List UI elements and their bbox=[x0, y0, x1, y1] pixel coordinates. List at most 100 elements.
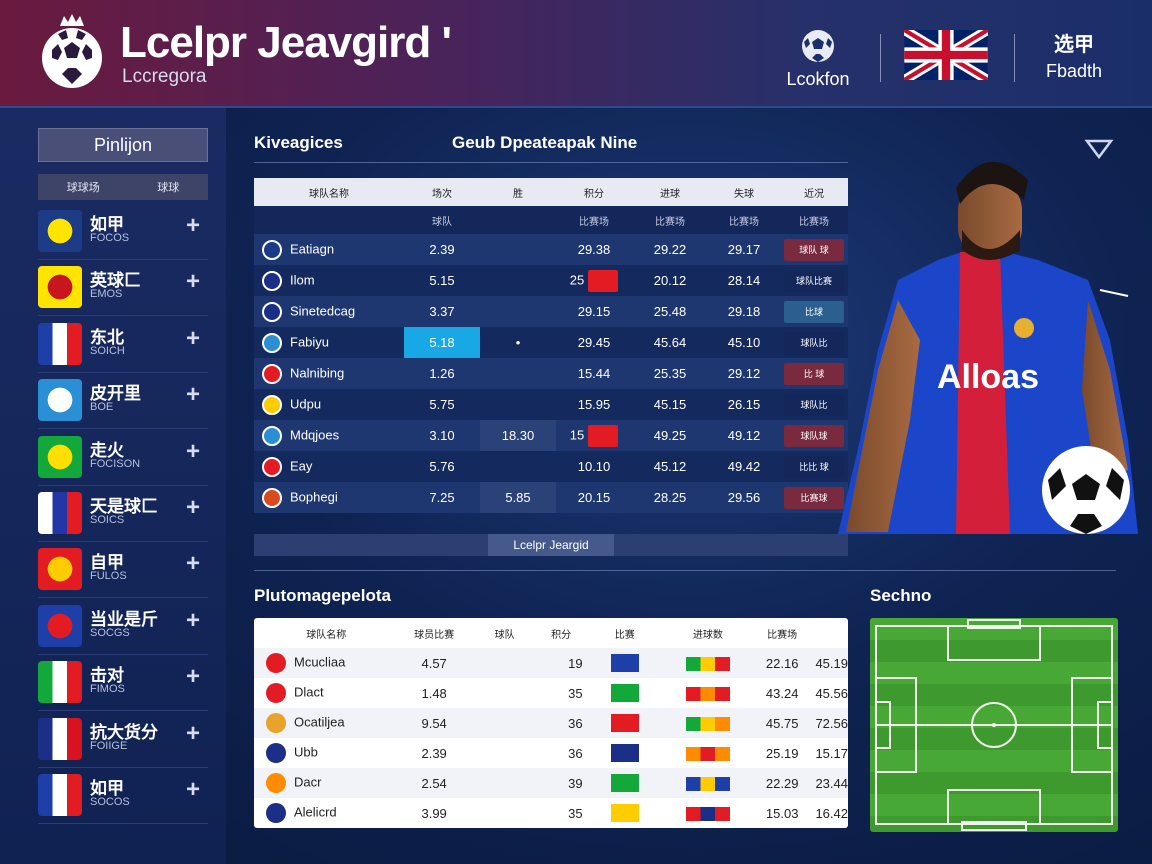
collapse-triangle-icon[interactable] bbox=[1084, 138, 1114, 160]
value-cell: 49.42 bbox=[727, 459, 761, 474]
value-cell bbox=[470, 708, 540, 738]
language-flag-button[interactable] bbox=[901, 25, 991, 85]
table-row[interactable]: Mcucliaa 4.57 19 22.16 45.19 bbox=[254, 648, 848, 678]
table-row[interactable]: Dacr 2.54 39 22.29 23.44 bbox=[254, 768, 848, 798]
value-text: 15 bbox=[569, 426, 585, 442]
sub-header: 比赛场 bbox=[780, 206, 848, 234]
add-team-icon[interactable]: + bbox=[185, 663, 200, 691]
table-row[interactable]: Nalnibing 1.26 15.44 25.35 29.12 比 球 bbox=[254, 358, 848, 389]
team-row[interactable]: 击对 FIMOS + bbox=[38, 655, 208, 712]
team-row[interactable]: 抗大货分 FOIIGE + bbox=[38, 712, 208, 768]
team-row[interactable]: 自甲 FULOS + bbox=[38, 542, 208, 599]
team-code: FULOS bbox=[90, 570, 127, 583]
mini-flag-icon bbox=[588, 424, 619, 447]
add-team-icon[interactable]: + bbox=[185, 212, 200, 239]
value-cell: 45.64 bbox=[653, 335, 687, 350]
add-team-icon[interactable]: + bbox=[185, 776, 200, 803]
table-row[interactable]: Ubb 2.39 36 25.19 15.17 bbox=[254, 738, 848, 768]
lookfan-label: Lcokfon bbox=[786, 69, 850, 89]
form-badge: 比比 球 bbox=[784, 455, 844, 478]
team-flag-icon bbox=[38, 717, 82, 760]
column-header[interactable]: 失球 bbox=[734, 188, 754, 200]
value-cell: 43.24 bbox=[765, 685, 799, 701]
column-header[interactable]: 比赛场 bbox=[767, 629, 798, 641]
add-team-icon[interactable]: + bbox=[185, 550, 200, 578]
team-code: SOICH bbox=[90, 344, 125, 357]
league-button[interactable]: Lcelpr Jeargid bbox=[488, 534, 614, 556]
add-team-icon[interactable]: + bbox=[185, 324, 200, 352]
table-row[interactable]: Eatiagn 2.39 29.38 29.22 29.17 球队 球 bbox=[254, 234, 848, 265]
lookfan-button[interactable]: Lcokfon bbox=[780, 28, 856, 90]
flag-cell bbox=[667, 738, 749, 768]
add-team-icon[interactable]: + bbox=[185, 606, 200, 634]
column-header[interactable]: 球队 bbox=[494, 629, 515, 641]
column-header[interactable]: 进球 bbox=[660, 188, 680, 200]
add-team-icon[interactable]: + bbox=[185, 494, 200, 521]
club-name: Bophegi bbox=[290, 488, 338, 504]
club-crest-icon bbox=[262, 332, 282, 353]
league-bar: Lcelpr Jeargid bbox=[254, 534, 848, 556]
position-button[interactable]: Pinlijon bbox=[38, 128, 208, 162]
column-header[interactable]: 进球数 bbox=[692, 629, 723, 641]
table-row[interactable]: Alelicrd 3.99 35 15.03 16.42 bbox=[254, 798, 848, 828]
table-row[interactable]: Sinetedcag 3.37 29.15 25.48 29.18 比球 bbox=[254, 296, 848, 327]
value-cell: 25.48 bbox=[653, 304, 687, 319]
column-header[interactable]: 积分 bbox=[551, 629, 572, 641]
team-row[interactable]: 东北 SOICH + bbox=[38, 317, 208, 373]
value-cell bbox=[480, 358, 556, 389]
table-row[interactable]: Ocatiljea 9.54 36 45.75 72.56 bbox=[254, 708, 848, 738]
team-row[interactable]: 天是球匚 SOICS + bbox=[38, 486, 208, 542]
club-cell: Ilom bbox=[254, 265, 404, 296]
column-header[interactable]: 比赛 bbox=[614, 629, 635, 641]
league-logo-icon[interactable] bbox=[38, 12, 106, 90]
stats-table: 球队名称 球员比赛 球队 积分 比赛 进球数 比赛场 Mcucliaa 4.57 1… bbox=[254, 618, 848, 828]
team-row[interactable]: 英球匚 EMOS + bbox=[38, 260, 208, 317]
value-cell: 28.14 bbox=[727, 273, 761, 288]
column-header[interactable]: 积分 bbox=[584, 188, 604, 200]
table-row[interactable]: Udpu 5.75 15.95 45.15 26.15 球队比 bbox=[254, 389, 848, 420]
column-header[interactable]: 近况 bbox=[804, 188, 824, 200]
table-row[interactable]: Dlact 1.48 35 43.24 45.56 bbox=[254, 678, 848, 708]
value-cell bbox=[480, 389, 556, 420]
form-badge: 球队 球 bbox=[784, 238, 844, 261]
column-header[interactable]: 球队名称 bbox=[309, 188, 349, 200]
club-name: Eay bbox=[290, 457, 313, 473]
form-cell: 比 球 bbox=[780, 358, 848, 389]
football-menu-button[interactable]: 选甲 Fbadth bbox=[1036, 28, 1112, 82]
team-name: 英球匚 bbox=[90, 271, 141, 291]
app-title: Lcelpr Jeavgird ' bbox=[120, 18, 452, 67]
language-label: 选甲 bbox=[1054, 34, 1094, 56]
table-row[interactable]: Mdqjoes 3.10 18.30 15 49.25 49.12 球队球 bbox=[254, 420, 848, 451]
add-team-icon[interactable]: + bbox=[185, 437, 200, 465]
football-pitch[interactable] bbox=[870, 618, 1118, 832]
tab-standings[interactable]: Geub Dpeateapak Nine bbox=[452, 133, 638, 152]
column-header[interactable]: 场次 bbox=[432, 188, 452, 200]
table-row[interactable]: Ilom 5.15 25 20.12 28.14 球队比赛 bbox=[254, 265, 848, 296]
team-code: SOCGS bbox=[90, 626, 130, 639]
team-row[interactable]: 如甲 FOCOS + bbox=[38, 204, 208, 260]
club-name: Eatiagn bbox=[290, 240, 335, 256]
club-name: Dlact bbox=[294, 684, 324, 700]
team-row[interactable]: 走火 FOCISON + bbox=[38, 430, 208, 486]
table-row[interactable]: Fabiyu 5.18 • 29.45 45.64 45.10 球队比 bbox=[254, 327, 848, 358]
value-cell: 29.18 bbox=[727, 304, 761, 319]
value-cell bbox=[470, 768, 540, 798]
column-header[interactable]: 球员比赛 bbox=[414, 629, 455, 641]
team-row[interactable]: 皮开里 BOE + bbox=[38, 373, 208, 430]
table-row[interactable]: Bophegi 7.25 5.85 20.15 28.25 29.56 比赛球 bbox=[254, 482, 848, 513]
value-cell bbox=[470, 738, 540, 768]
add-team-icon[interactable]: + bbox=[185, 719, 200, 747]
tab-leagues[interactable]: Kiveagices bbox=[254, 133, 343, 152]
team-row[interactable]: 如甲 SOCOS + bbox=[38, 768, 208, 824]
value-text: 29.38 bbox=[577, 242, 611, 257]
club-cell: Alelicrd bbox=[254, 798, 399, 828]
add-team-icon[interactable]: + bbox=[185, 268, 200, 296]
add-team-icon[interactable]: + bbox=[185, 381, 200, 409]
column-header[interactable]: 球队名称 bbox=[306, 629, 347, 641]
column-header[interactable]: 胜 bbox=[513, 188, 523, 200]
table-row[interactable]: Eay 5.76 10.10 45.12 49.42 比比 球 bbox=[254, 451, 848, 482]
value-cell: 29.17 bbox=[727, 242, 761, 257]
form-cell: 比比 球 bbox=[780, 451, 848, 482]
club-cell: Mdqjoes bbox=[254, 420, 404, 451]
team-row[interactable]: 当业是斤 SOCGS + bbox=[38, 599, 208, 655]
